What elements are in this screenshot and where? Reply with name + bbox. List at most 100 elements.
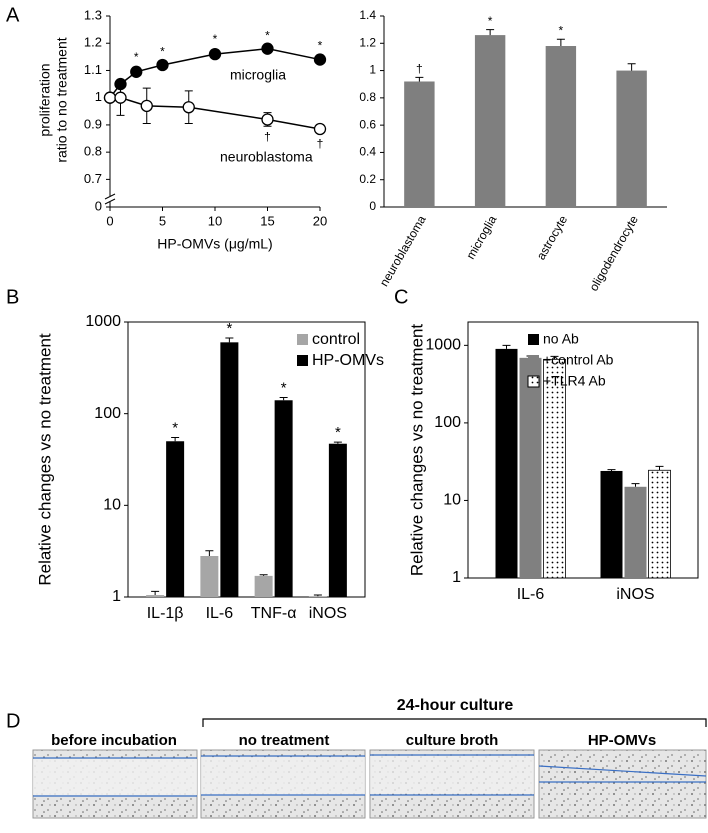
marker: [114, 91, 127, 104]
marker: [261, 113, 274, 126]
image-label: no treatment: [239, 732, 330, 749]
marker: [130, 65, 143, 78]
bar: [616, 70, 647, 207]
significance: *: [226, 320, 232, 337]
x-tick-label: microglia: [463, 213, 499, 262]
error-bar: [313, 594, 322, 597]
legend-label: +control Ab: [543, 352, 614, 368]
y-tick-label: 1.3: [84, 7, 102, 22]
y-axis-label: Relative changes vs no treatment: [35, 333, 54, 586]
x-tick-label: iNOS: [616, 586, 654, 603]
error-bar: [550, 355, 559, 360]
micrograph: [200, 749, 366, 819]
bar: [308, 596, 327, 597]
panel-label: D: [6, 710, 20, 732]
y-tick-label: 1: [369, 63, 376, 77]
y-tick-label: 0.8: [359, 90, 376, 104]
x-tick-label: IL-6: [206, 605, 234, 622]
micrograph: [538, 749, 707, 819]
y-axis-label: ratio to no treatment: [54, 37, 70, 162]
marker: [140, 99, 153, 113]
x-tick-label: 15: [260, 213, 274, 228]
y-tick-label: 0.6: [359, 117, 376, 131]
error-bar: [171, 436, 180, 442]
y-tick-label: 1000: [425, 337, 461, 354]
x-tick-label: iNOS: [309, 605, 347, 622]
y-tick-label: 10: [443, 492, 461, 509]
error-bar: [486, 29, 495, 36]
x-axis-label: HP-OMVs (μg/mL): [157, 236, 272, 252]
y-tick-label: 1: [452, 569, 461, 586]
marker: [208, 47, 222, 61]
image-header: 24-hour culture: [397, 697, 514, 714]
x-tick-label: IL-6: [517, 586, 545, 603]
y-tick-label: 0.7: [84, 171, 102, 186]
marker: [313, 53, 327, 66]
significance: *: [488, 14, 493, 28]
bar: [146, 595, 165, 597]
image-label: HP-OMVs: [588, 732, 656, 749]
error-bar: [415, 76, 424, 82]
axis-break: [104, 198, 116, 205]
error-bar: [655, 465, 664, 471]
error-bar: [333, 441, 342, 444]
legend-label: HP-OMVs: [312, 352, 384, 369]
x-tick-label: 5: [159, 213, 166, 228]
error-bar: [631, 483, 640, 487]
image-label: culture broth: [406, 732, 499, 749]
significance: †: [317, 136, 324, 150]
bar: [166, 441, 185, 597]
axis-break: [104, 193, 116, 200]
y-tick-label: 1: [112, 588, 121, 605]
marker: [261, 42, 274, 55]
error-bar: [225, 337, 234, 343]
bar: [254, 575, 273, 597]
error-bar: [151, 590, 160, 596]
bar: [404, 81, 435, 207]
y-tick-label: 1.2: [359, 35, 376, 49]
significance: *: [335, 424, 341, 441]
y-axis-label: Relative changes vs no treatment: [407, 324, 426, 577]
bar: [648, 469, 671, 579]
series-line: [110, 96, 321, 130]
bracket: [202, 718, 707, 727]
legend-label: control: [312, 331, 360, 348]
error-bar: [205, 550, 214, 557]
marker: [156, 58, 169, 72]
legend-label: no Ab: [543, 331, 579, 347]
marker: [313, 122, 327, 136]
error-bar: [627, 63, 636, 71]
panel-d: 24-hour culture before incubation no tre…: [32, 697, 707, 819]
error-bar: [607, 469, 616, 471]
significance: †: [264, 129, 271, 143]
y-tick-label: 100: [434, 414, 461, 431]
y-tick-label: 0: [95, 198, 102, 213]
bar: [543, 358, 566, 579]
bar: [474, 35, 506, 207]
legend-swatch: [527, 375, 540, 388]
significance: *: [559, 23, 564, 37]
bar: [545, 46, 577, 208]
significance: *: [213, 32, 218, 46]
y-tick-label: 0.4: [359, 145, 376, 159]
x-tick-label: neuroblastoma: [377, 213, 429, 289]
significance: *: [160, 44, 165, 58]
significance: †: [416, 62, 423, 76]
x-tick-label: TNF-α: [251, 605, 297, 622]
bar: [600, 470, 623, 578]
x-tick-label: 0: [106, 213, 113, 228]
y-tick-label: 1000: [85, 313, 121, 330]
y-tick-label: 1.1: [84, 62, 102, 77]
panel-label: A: [6, 4, 20, 26]
y-tick-label: 1.4: [359, 8, 376, 22]
y-tick-label: 0.9: [84, 116, 102, 131]
x-tick-label: 10: [208, 213, 222, 228]
significance: *: [318, 38, 323, 52]
bar: [274, 400, 293, 597]
y-tick-label: 0.2: [359, 172, 376, 186]
y-tick-label: 1: [95, 89, 102, 104]
error-bar: [259, 574, 268, 576]
x-tick-label: 20: [313, 213, 327, 228]
y-tick-label: 10: [103, 497, 121, 514]
